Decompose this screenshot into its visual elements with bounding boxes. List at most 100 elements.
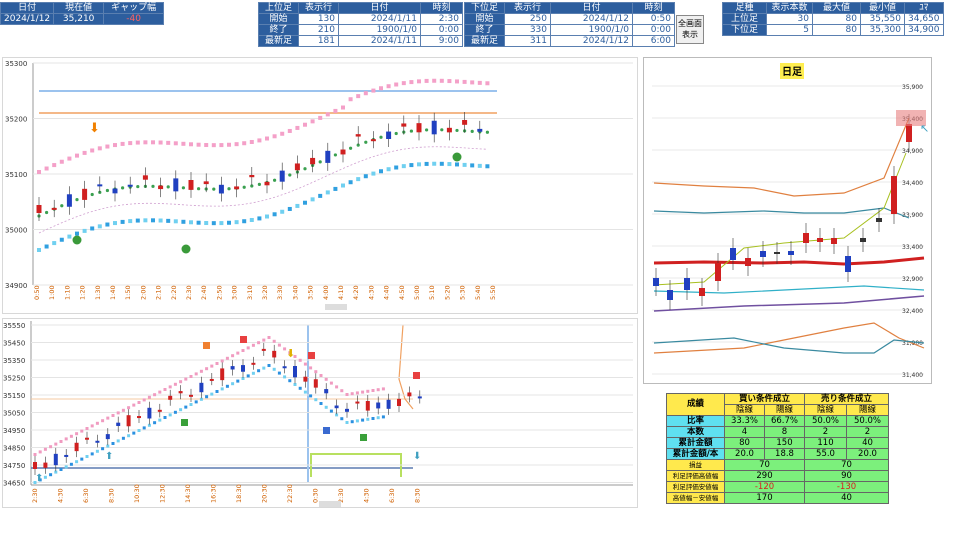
stats-cell[interactable]: 35,300: [860, 24, 905, 36]
lower-cell[interactable]: 1900/1/0: [550, 24, 633, 36]
quote-price-header: 現在値: [53, 2, 105, 14]
band-marker: [80, 457, 84, 461]
band-marker: [113, 143, 117, 148]
lower-cell[interactable]: 2024/1/12: [550, 13, 633, 25]
ma-dot: [364, 140, 368, 144]
stats-cell[interactable]: 80: [812, 13, 861, 25]
band-marker: [179, 408, 183, 412]
band-marker: [355, 391, 359, 395]
x-tick-label: 14:30: [184, 484, 192, 503]
y-tick-label: 35,900: [902, 84, 923, 91]
stats-cell[interactable]: 80: [812, 24, 861, 36]
band-marker: [325, 112, 330, 117]
stats-cell[interactable]: 34,900: [904, 24, 944, 36]
band-marker: [345, 421, 349, 424]
fullscreen-button[interactable]: 全画面 表示: [676, 15, 704, 44]
stats-cell[interactable]: 5: [766, 24, 813, 36]
result-row-label: 累計金額: [666, 437, 725, 449]
band-marker: [135, 140, 140, 145]
upper-cell[interactable]: 1900/1/0: [338, 24, 421, 36]
band-marker: [80, 429, 84, 433]
band-marker: [128, 141, 133, 146]
band-marker: [272, 134, 277, 139]
band-marker: [401, 164, 406, 169]
lower-cell[interactable]: 6:00: [632, 35, 675, 47]
band-marker: [257, 369, 261, 373]
candle-body: [760, 251, 766, 257]
band-marker: [64, 437, 68, 441]
band-marker: [219, 143, 224, 148]
band-marker: [194, 400, 198, 404]
candle-body: [220, 368, 225, 381]
stats-cell[interactable]: 35,550: [860, 13, 905, 25]
band-marker: [251, 343, 255, 347]
ma-line: [653, 117, 910, 197]
band-marker: [394, 82, 399, 87]
lower-cell[interactable]: 311: [504, 35, 551, 47]
result-cell: 40: [846, 437, 889, 449]
stats-cell[interactable]: 30: [766, 13, 813, 25]
stats-cell[interactable]: 34,650: [904, 13, 944, 25]
lower-cell[interactable]: 2024/1/12: [550, 35, 633, 47]
band-marker: [49, 445, 53, 449]
x-tick-label: 8:30: [414, 488, 422, 503]
band-marker: [168, 413, 172, 417]
band-marker: [33, 453, 37, 456]
band-marker: [116, 439, 120, 443]
cursor-arrow-icon: ↖: [920, 122, 929, 135]
ma-dot: [181, 186, 185, 190]
band-marker: [340, 389, 344, 393]
band-marker: [324, 377, 328, 381]
band-marker: [251, 371, 255, 375]
down-arrow-icon: ⬇: [286, 347, 295, 360]
scroll-thumb[interactable]: [319, 501, 341, 507]
ma-dot: [379, 135, 383, 139]
band-marker: [69, 434, 73, 438]
band-marker: [211, 143, 216, 148]
band-marker: [303, 200, 307, 205]
candle-body: [282, 366, 287, 369]
y-tick-label: 32,900: [902, 276, 923, 283]
upper-cell[interactable]: 181: [298, 35, 339, 47]
up-signal-icon: [72, 235, 82, 245]
candle-body: [293, 366, 297, 378]
band-marker: [295, 125, 300, 130]
up-arrow-icon: ⬆: [35, 473, 43, 484]
band-marker: [455, 162, 459, 167]
candle-body: [334, 405, 339, 409]
results-table: 成績 買い条件成立 売り条件成立 陰線 陽線 陰線 陽線 比率 33.3% 66.7% 50.0…: [666, 393, 889, 504]
upper-cell[interactable]: 2024/1/11: [338, 35, 421, 47]
band-marker: [59, 159, 64, 164]
candle-body: [699, 288, 705, 296]
lower-cell[interactable]: 0:00: [632, 24, 675, 36]
band-marker: [225, 384, 229, 388]
lower-cell[interactable]: 0:50: [632, 13, 675, 25]
lower-frame-table: 下位足 表示行 日付 時刻 開始 250 2024/1/12 0:50 終了 330 1900/…: [464, 2, 675, 47]
lower-header: 日付: [550, 2, 633, 14]
band-marker: [257, 138, 262, 143]
band-marker: [67, 156, 72, 161]
band-marker: [37, 170, 41, 174]
lower-cell[interactable]: 250: [504, 13, 551, 25]
stats-header: 表示本数: [766, 2, 813, 14]
x-tick-label: 16:30: [210, 484, 218, 503]
candle-body: [66, 194, 72, 207]
band-marker: [204, 221, 209, 226]
band-marker: [120, 141, 125, 146]
upper-cell[interactable]: 2024/1/11: [338, 13, 421, 25]
scroll-thumb[interactable]: [325, 304, 347, 310]
upper-cell[interactable]: 130: [298, 13, 339, 25]
band-marker: [205, 367, 209, 371]
upper-cell[interactable]: 2:30: [420, 13, 463, 25]
band-marker: [241, 349, 245, 352]
upper-cell[interactable]: 0:00: [420, 24, 463, 36]
upper-cell[interactable]: 9:00: [420, 35, 463, 47]
lower-cell[interactable]: 330: [504, 24, 551, 36]
band-marker: [249, 217, 254, 222]
band-marker: [120, 219, 125, 224]
y-tick-label: 33,900: [902, 212, 923, 219]
band-marker: [151, 140, 155, 145]
signal-box-icon: [413, 372, 420, 379]
candle-body: [199, 382, 204, 393]
upper-cell[interactable]: 210: [298, 24, 339, 36]
